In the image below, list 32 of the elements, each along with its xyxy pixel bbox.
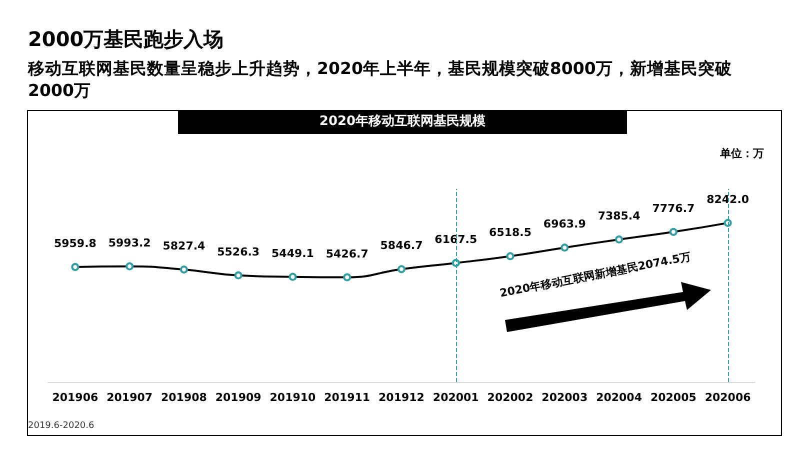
x-tick-label: 202002 [487, 391, 534, 404]
x-tick-label: 202005 [650, 391, 696, 404]
x-tick-label: 201909 [215, 391, 262, 404]
data-label: 5993.2 [108, 236, 151, 250]
data-label: 7776.7 [652, 202, 695, 215]
text: 2020年移动互联网基民规模 [178, 110, 627, 134]
x-tick-label: 201911 [324, 391, 370, 404]
text: 2019.6-2020.6 [28, 421, 94, 431]
x-tick-label: 201910 [270, 391, 316, 404]
data-label: 6167.5 [434, 232, 478, 246]
x-tick-label: 201907 [106, 391, 153, 404]
x-tick-label: 202003 [542, 391, 588, 404]
data-label: 6518.5 [489, 226, 532, 240]
data-label: 5959.8 [54, 236, 96, 250]
data-label: 5449.1 [272, 246, 314, 260]
data-label: 5426.7 [326, 247, 368, 260]
x-tick-label: 201906 [52, 391, 98, 404]
data-label: 5846.7 [380, 239, 423, 252]
annotation: 2020年移动互联网新增基民2074.5万 [498, 249, 692, 301]
data-label: 7385.4 [598, 209, 641, 222]
text: 单位：万 [720, 146, 764, 161]
x-tick-label: 201908 [160, 391, 207, 404]
data-label: 6963.9 [543, 218, 586, 231]
data-label: 8242.0 [706, 192, 750, 206]
x-tick-label: 201912 [378, 391, 424, 404]
chart-subtitle: 移动互联网基民数量呈稳步上升趋势，2020年上半年，基民规模突破8000万，新增基民突破2000万 [28, 58, 733, 102]
chart-title: 2000万基民跑步入场 [28, 26, 224, 53]
data-label: 5526.3 [217, 245, 260, 258]
data-label: 5827.4 [162, 240, 206, 253]
x-tick-label: 202001 [432, 391, 479, 404]
x-tick-label: 202004 [596, 391, 642, 404]
x-tick-label: 202006 [704, 391, 752, 404]
